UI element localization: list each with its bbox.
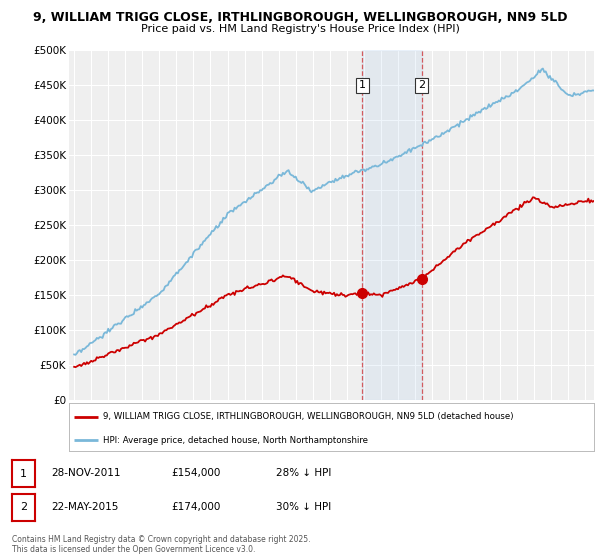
Bar: [362, 50, 422, 400]
Text: 30% ↓ HPI: 30% ↓ HPI: [276, 502, 331, 512]
Text: Contains HM Land Registry data © Crown copyright and database right 2025.
This d: Contains HM Land Registry data © Crown c…: [12, 535, 311, 554]
Text: £174,000: £174,000: [171, 502, 220, 512]
Text: 22-MAY-2015: 22-MAY-2015: [51, 502, 118, 512]
Text: 2: 2: [418, 81, 425, 90]
Text: 1: 1: [359, 81, 366, 90]
Text: Price paid vs. HM Land Registry's House Price Index (HPI): Price paid vs. HM Land Registry's House …: [140, 24, 460, 34]
Text: £154,000: £154,000: [171, 468, 220, 478]
Text: 2: 2: [20, 502, 27, 512]
Text: 28% ↓ HPI: 28% ↓ HPI: [276, 468, 331, 478]
Text: 9, WILLIAM TRIGG CLOSE, IRTHLINGBOROUGH, WELLINGBOROUGH, NN9 5LD (detached house: 9, WILLIAM TRIGG CLOSE, IRTHLINGBOROUGH,…: [103, 412, 514, 421]
Text: 9, WILLIAM TRIGG CLOSE, IRTHLINGBOROUGH, WELLINGBOROUGH, NN9 5LD: 9, WILLIAM TRIGG CLOSE, IRTHLINGBOROUGH,…: [33, 11, 567, 24]
Text: HPI: Average price, detached house, North Northamptonshire: HPI: Average price, detached house, Nort…: [103, 436, 368, 445]
Text: 1: 1: [20, 469, 27, 479]
Text: 28-NOV-2011: 28-NOV-2011: [51, 468, 121, 478]
